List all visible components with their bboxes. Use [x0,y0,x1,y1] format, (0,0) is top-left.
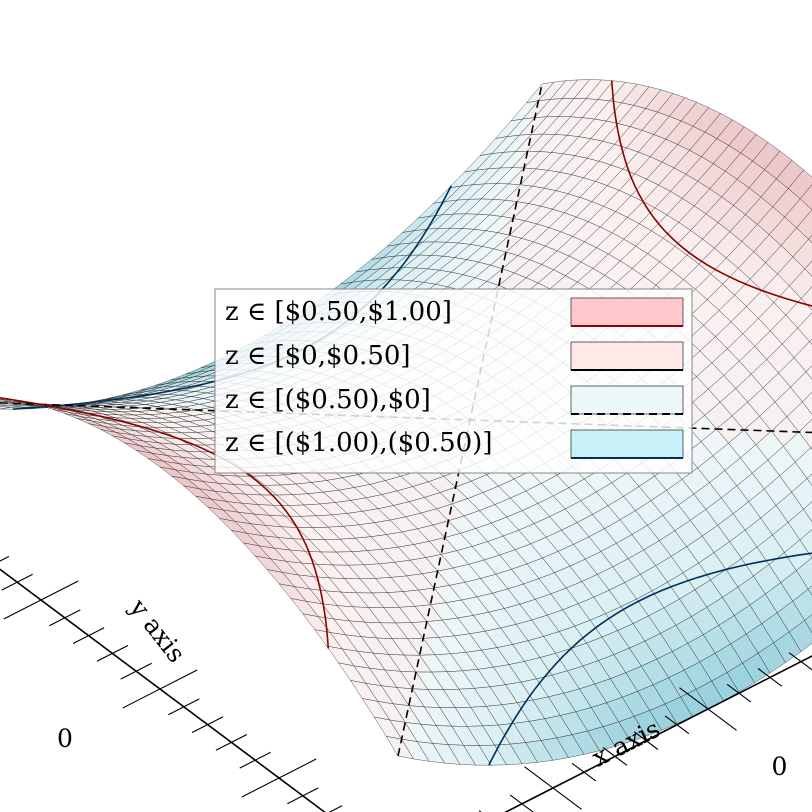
legend-label-3: z ∈ [($0.50),$0] [225,385,431,415]
y-axis-tick [328,805,343,812]
x-axis-tick [602,747,628,766]
x-axis-tick [757,668,783,687]
x-axis-tick [788,652,812,671]
y-axis-tick [96,645,129,662]
contour-line [488,552,812,766]
contour-line [0,397,330,649]
y-axis-tick [3,580,79,620]
y-axis-tick [215,734,248,751]
legend-swatch-4 [570,429,684,459]
x-axis-tick [509,794,534,812]
legend-swatch-2 [570,341,684,371]
x-axis-tick [633,731,659,750]
legend-label-1: z ∈ [$0.50,$1.00] [225,297,452,327]
legend-entry-2: z ∈ [$0,$0.50] [225,341,684,371]
x-axis-tick [679,687,737,731]
y-axis-tick [241,758,317,798]
y-axis-tick [191,716,224,733]
y-axis-tick [1,573,33,591]
contour-line [610,80,812,307]
plot-axes: -1-.50.51-1-.50.51($1.00)($0.50)$0$0.50$… [0,556,812,812]
x-axis-tick [664,715,690,735]
legend-label-4: z ∈ [($1.00),($0.50)] [225,428,492,458]
y-axis-tick [239,751,271,769]
y-axis-tick [120,662,152,680]
x-axis-tick [524,766,582,810]
legend-swatch-1 [570,297,684,327]
y-axis-tick [0,556,10,562]
y-axis-tick [168,698,200,716]
legend-swatch-3 [570,385,684,415]
x-axis-tick [571,762,597,782]
legend-entry-1: z ∈ [$0.50,$1.00] [225,297,684,327]
surface-patch [808,234,812,244]
legend-label-2: z ∈ [$0,$0.50] [225,341,411,371]
legend-entry-4: z ∈ [($1.00),($0.50)] [225,428,684,459]
y-tick-label: 0 [57,724,73,753]
y-axis-label: y axis [123,593,191,668]
y-axis-tick [72,627,105,644]
legend-entry-3: z ∈ [($0.50),$0] [225,385,684,415]
y-axis-tick [122,669,198,709]
x-tick-label: 0 [771,752,787,781]
surface-patch [809,338,812,345]
x-axis-tick [726,683,752,703]
legend: z ∈ [$0.50,$1.00] z ∈ [$0,$0.50] z ∈ [($… [214,288,693,474]
surface-patch [807,585,812,596]
y-axis-tick [287,787,319,805]
y-axis-tick [49,609,81,627]
